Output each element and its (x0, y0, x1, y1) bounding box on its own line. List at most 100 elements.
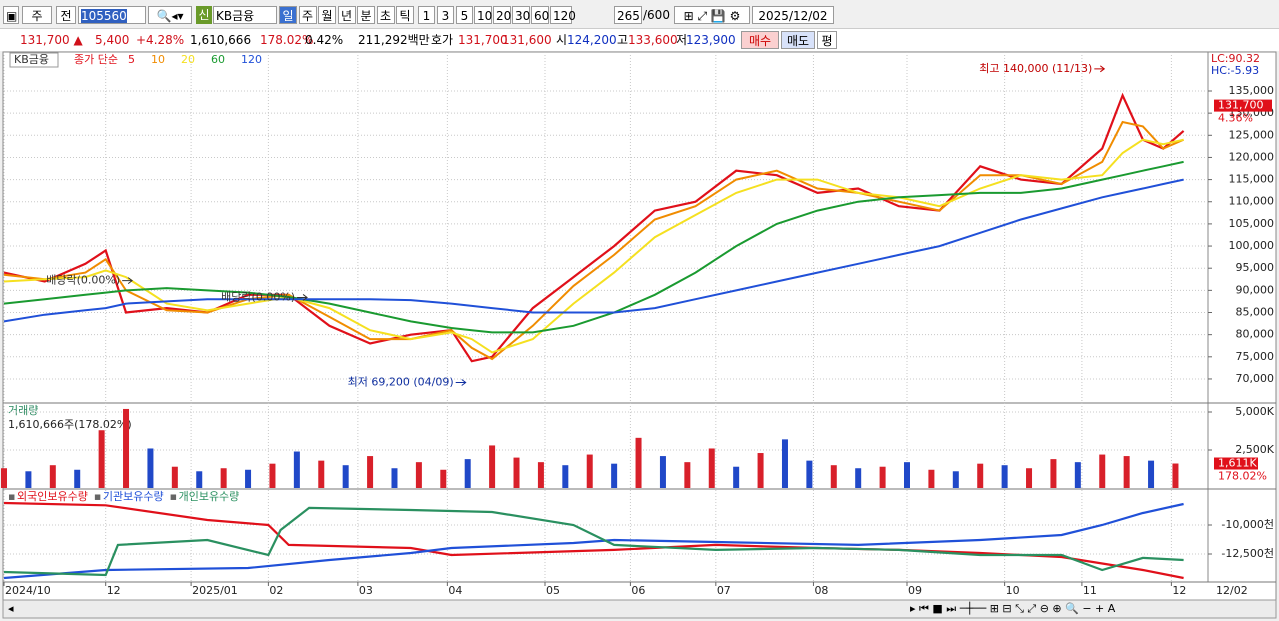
scroll-controls[interactable]: ▸ ⏮ ■ ⏭ ─┼── ⊞ ⊟ ⤡ ⤢ ⊖ ⊕ 🔍 − + A (910, 601, 1116, 615)
date-input[interactable]: 2025/12/02 (752, 6, 834, 24)
y-tick-label: 135,000 (1229, 84, 1275, 97)
legend-entry: 기관보유수량 (103, 490, 164, 503)
legend-box (9, 52, 59, 68)
count-max: /600 (643, 8, 670, 22)
scroll-left[interactable]: ◂ (8, 602, 14, 615)
volume-bar (1148, 460, 1155, 488)
avg-button[interactable]: 평 (817, 31, 837, 49)
series-line (3, 160, 1184, 334)
volume-bar (464, 459, 471, 488)
volume-bar (659, 456, 666, 488)
volume-bar (196, 471, 203, 488)
open-label: 시 (556, 33, 568, 47)
icons[interactable]: 🔍◂▾ (148, 6, 192, 24)
volume-bar (220, 468, 227, 488)
volume-bar (855, 468, 862, 488)
y-tick-label: 110,000 (1229, 195, 1275, 208)
tool-icons[interactable]: ⊞ ⤢ 💾 ⚙ (674, 6, 750, 24)
volume-bar (391, 468, 398, 488)
legend-marker: ▪ (8, 490, 15, 503)
volume: 1,610,666 (190, 33, 252, 47)
lc: LC:90.32 (1211, 52, 1260, 65)
unit-button[interactable]: 틱 (396, 6, 414, 24)
unit-button[interactable]: 1 (418, 6, 435, 24)
code: 105560 (81, 9, 127, 23)
badge: 신 (196, 6, 212, 24)
unit-button[interactable]: 30 (512, 6, 530, 24)
stock-name[interactable]: KB금융 (213, 6, 277, 24)
series-line (3, 506, 1184, 577)
buy-button[interactable]: 매수 (741, 31, 779, 49)
y-tick-label: 120,000 (1229, 150, 1275, 163)
volume-bar (123, 408, 130, 488)
count[interactable]: 265 (614, 6, 642, 24)
bid: 131,600 (502, 33, 552, 47)
period-select[interactable]: 주 (22, 6, 52, 24)
amount: 211,292백만 (358, 33, 430, 47)
code-input[interactable]: 105560 (78, 6, 146, 24)
legend-entry: 60 (211, 53, 225, 66)
series-line (3, 178, 1184, 323)
scrollbar[interactable] (2, 599, 1277, 619)
date-label: 06 (631, 584, 645, 597)
y-tick-label: 95,000 (1236, 261, 1275, 274)
annotation-arrow (1094, 65, 1106, 73)
unit-button[interactable]: 일 (279, 6, 297, 24)
volume-bar (74, 469, 81, 488)
y-tick-label: 115,000 (1229, 173, 1275, 186)
unit-button[interactable]: 초 (376, 6, 395, 24)
unit-button[interactable]: 주 (298, 6, 317, 24)
y-tick-label: -12,500천 (1221, 546, 1274, 560)
legend-marker: ▪ (94, 490, 101, 503)
last-volume: 1,611K (1218, 457, 1257, 470)
low: 123,900 (686, 33, 736, 47)
unit-button[interactable]: 3 (437, 6, 454, 24)
icon[interactable]: ▣ (3, 6, 19, 24)
legend-entry: 20 (181, 53, 195, 66)
volume-bar (342, 465, 349, 488)
volume-bar (611, 463, 618, 488)
unit-button[interactable]: 5 (456, 6, 473, 24)
y-tick-label: 5,000K (1235, 405, 1274, 418)
y-tick-label: -10,000천 (1221, 517, 1274, 531)
annotation-arrow (297, 294, 308, 301)
volume-bar (367, 456, 374, 488)
prev-button[interactable]: 전 (56, 6, 76, 24)
date-label: 03 (359, 584, 373, 597)
volume-bar (1001, 465, 1008, 488)
unit-button[interactable]: 분 (357, 6, 375, 24)
y-tick-label: 70,000 (1236, 372, 1275, 385)
date-label: 05 (546, 584, 560, 597)
volume-info: 1,610,666주(178.02%) (8, 418, 132, 431)
volume-bar (928, 469, 935, 488)
volume-bar (1050, 459, 1057, 488)
change-pct: +4.28% (136, 33, 185, 47)
unit-button[interactable]: 20 (493, 6, 511, 24)
high: 133,600 (628, 33, 678, 47)
volume-bar (586, 454, 593, 488)
volume-bar (1099, 454, 1106, 488)
volume-ratio: 178.02% (1218, 470, 1267, 483)
date-label: 02 (269, 584, 283, 597)
date-label: 12 (107, 584, 121, 597)
last-price-box (1214, 99, 1272, 112)
volume-bar (1123, 456, 1130, 488)
unit-button[interactable]: 120 (550, 6, 576, 24)
ask: 131,700 (458, 33, 508, 47)
y-tick-label: 2,500K (1235, 443, 1274, 456)
unit-button[interactable]: 월 (318, 6, 336, 24)
date-label: 08 (814, 584, 828, 597)
price: 131,700 ▲ (20, 33, 83, 47)
volume-bar (708, 448, 715, 488)
volume-bar (1026, 468, 1033, 488)
sell-button[interactable]: 매도 (781, 31, 815, 49)
unit-button[interactable]: 년 (337, 6, 356, 24)
y-tick-label: 125,000 (1229, 128, 1275, 141)
unit-button[interactable]: 10 (474, 6, 492, 24)
annotation-arrow (455, 379, 467, 386)
unit-button[interactable]: 60 (531, 6, 549, 24)
volume-bar (25, 471, 32, 488)
volume-bar (904, 462, 910, 488)
